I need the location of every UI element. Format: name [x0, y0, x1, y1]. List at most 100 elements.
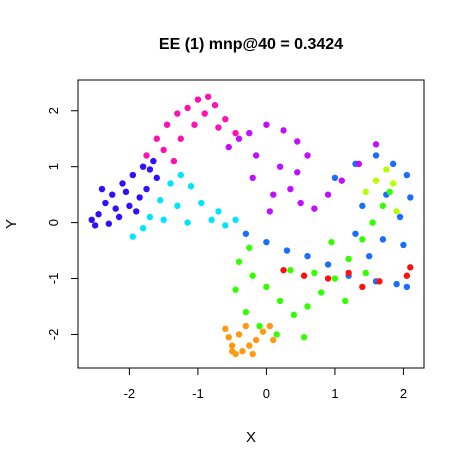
y-axis-label: Y: [3, 219, 20, 229]
data-point: [324, 191, 332, 198]
data-point: [187, 183, 195, 190]
data-point: [266, 322, 274, 330]
data-point: [242, 322, 250, 330]
data-point: [365, 252, 373, 260]
data-point: [246, 342, 253, 349]
data-point: [345, 255, 352, 263]
data-point: [383, 166, 390, 173]
data-point: [184, 104, 191, 112]
data-point: [211, 101, 219, 109]
data-point: [102, 199, 109, 207]
data-point: [297, 199, 304, 207]
data-point: [160, 146, 167, 154]
data-point: [222, 325, 229, 333]
data-points: [88, 93, 414, 358]
data-point: [143, 185, 150, 193]
data-point: [119, 180, 126, 187]
data-point: [242, 230, 250, 237]
data-point: [139, 163, 147, 170]
x-tick-label: 1: [331, 386, 338, 401]
data-point: [359, 236, 366, 243]
data-point: [88, 216, 95, 224]
data-point: [252, 152, 260, 159]
data-point: [239, 348, 246, 355]
data-point: [232, 286, 239, 293]
data-point: [98, 185, 106, 193]
data-point: [112, 205, 119, 212]
data-point: [170, 157, 178, 165]
data-point: [389, 160, 397, 168]
data-point: [136, 194, 143, 201]
data-point: [290, 311, 298, 319]
data-point: [249, 350, 256, 358]
data-point: [389, 180, 397, 187]
data-point: [215, 208, 222, 215]
data-point: [379, 236, 387, 243]
data-point: [177, 171, 184, 179]
data-point: [246, 244, 253, 251]
data-point: [167, 180, 174, 187]
data-point: [328, 238, 335, 246]
data-point: [304, 303, 311, 310]
data-point: [109, 191, 116, 198]
data-point: [126, 202, 133, 210]
data-point: [163, 121, 171, 128]
data-point: [225, 143, 232, 151]
data-point: [232, 129, 239, 137]
data-point: [352, 230, 359, 237]
y-tick-label: 0: [46, 219, 61, 226]
data-point: [160, 216, 167, 224]
data-point: [280, 266, 287, 274]
data-point: [372, 141, 380, 148]
x-axis-label: X: [246, 429, 256, 446]
data-point: [403, 283, 411, 291]
data-point: [235, 135, 243, 142]
y-tick-label: 1: [46, 163, 61, 170]
data-point: [194, 96, 202, 103]
data-point: [396, 213, 404, 221]
data-point: [379, 202, 387, 210]
data-point: [276, 297, 284, 305]
data-point: [393, 280, 400, 288]
data-point: [355, 160, 363, 168]
data-point: [263, 121, 270, 128]
data-point: [129, 233, 137, 240]
data-point: [287, 266, 294, 274]
data-point: [403, 171, 411, 179]
data-point: [225, 334, 232, 341]
x-tick-label: -2: [124, 386, 136, 401]
data-point: [228, 342, 236, 349]
data-point: [228, 348, 236, 355]
y-axis: -2 -1 0 1 2: [46, 107, 79, 340]
data-point: [300, 334, 308, 341]
data-point: [259, 328, 267, 335]
data-point: [256, 322, 263, 330]
data-point: [177, 135, 184, 142]
data-point: [359, 202, 366, 210]
data-point: [407, 264, 414, 271]
data-point: [294, 138, 301, 145]
data-point: [133, 208, 140, 215]
data-point: [304, 252, 311, 260]
data-point: [184, 219, 191, 226]
data-point: [280, 127, 287, 134]
data-point: [372, 152, 380, 159]
data-point: [263, 283, 270, 291]
data-point: [273, 331, 280, 338]
data-point: [331, 275, 339, 282]
data-point: [263, 238, 270, 246]
data-point: [208, 216, 215, 224]
data-point: [122, 188, 130, 196]
data-point: [311, 269, 318, 277]
data-point: [386, 188, 393, 196]
data-point: [266, 208, 274, 215]
data-point: [157, 197, 164, 204]
data-point: [376, 278, 383, 285]
data-point: [324, 275, 332, 282]
data-point: [359, 283, 366, 291]
data-point: [235, 258, 243, 265]
data-point: [342, 297, 349, 305]
data-point: [174, 110, 181, 117]
data-point: [249, 272, 256, 279]
